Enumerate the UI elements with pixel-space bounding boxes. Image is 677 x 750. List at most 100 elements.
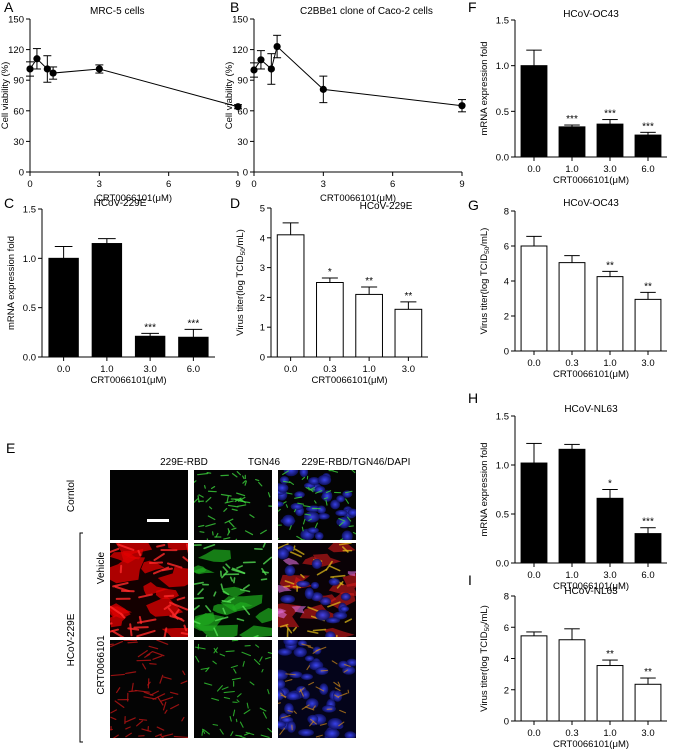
significance-label: *** [188, 318, 200, 329]
x-tick-label: 3.0 [402, 364, 415, 375]
y-axis-label-subscript: 50 [484, 246, 491, 254]
fiber [131, 682, 134, 692]
fiber [242, 480, 246, 484]
x-tick-label: 3.0 [144, 364, 157, 375]
panel-label: I [468, 572, 472, 588]
fiber [260, 578, 268, 581]
row-label-crt: CRT0066101 [96, 635, 107, 695]
fiber [233, 577, 236, 584]
micrograph-content [194, 543, 272, 637]
fiber [162, 701, 167, 711]
significance-label: *** [144, 322, 156, 333]
cell-body [198, 549, 232, 563]
fiber [149, 663, 157, 665]
fiber [279, 623, 289, 628]
fiber [228, 521, 235, 528]
fiber [319, 723, 327, 726]
y-tick-label: 150 [232, 15, 248, 26]
fiber [307, 486, 314, 493]
fiber [114, 585, 130, 593]
y-tick-label: 1 [260, 323, 265, 334]
fiber [213, 627, 219, 637]
x-axis-label: CRT0066101(μM) [553, 175, 629, 186]
fiber [298, 687, 305, 693]
group-bracket [79, 532, 83, 743]
fiber [169, 615, 183, 621]
fiber [205, 667, 210, 673]
fiber [246, 702, 249, 709]
fiber [278, 508, 281, 512]
y-axis-label-subscript: 50 [240, 248, 247, 256]
fiber [204, 682, 213, 686]
x-tick-label: 9 [459, 179, 464, 190]
cell-body [291, 606, 307, 614]
x-axis-label: CRT0066101(μM) [553, 581, 629, 592]
fiber [304, 706, 315, 711]
x-tick-label: 3.0 [641, 728, 654, 739]
fiber [293, 509, 297, 513]
fiber [176, 596, 186, 601]
fiber [110, 673, 125, 677]
cell-body [141, 560, 165, 574]
x-tick-label: 1.0 [565, 570, 578, 581]
fiber [222, 566, 229, 573]
nucleus [315, 609, 330, 621]
fiber [170, 704, 180, 710]
fiber [267, 727, 272, 733]
fiber [241, 651, 252, 657]
y-tick-label: 90 [237, 76, 248, 87]
cell-body [278, 585, 292, 593]
chart-title: HCoV-NL63 [564, 404, 618, 415]
y-axis-label-tail: /mL) [479, 228, 490, 247]
significance-label: ** [644, 281, 652, 292]
nucleus [282, 514, 295, 527]
x-tick-label: 0.0 [57, 364, 70, 375]
fiber [338, 692, 348, 698]
fiber [142, 663, 147, 670]
data-point [234, 103, 242, 111]
nucleus [319, 683, 329, 695]
fiber [236, 617, 245, 622]
nucleus [301, 689, 310, 700]
fiber [260, 734, 270, 738]
column-label-2: TGN46 [248, 457, 281, 468]
micrograph-crt-merge [278, 640, 356, 738]
x-tick-label: 0.3 [323, 364, 336, 375]
x-tick-label: 1.0 [565, 164, 578, 175]
x-tick-label: 0.0 [527, 358, 540, 369]
fiber [294, 548, 305, 555]
row-label-vehicle: Vehicle [96, 551, 107, 584]
fiber [117, 543, 135, 551]
scale-bar [147, 519, 169, 522]
fiber [305, 486, 310, 490]
panel-B: B C2BBe1 clone of Caco-2 cells03060901201… [224, 0, 466, 204]
panel-label: G [468, 197, 479, 213]
fiber [110, 643, 114, 646]
nucleus [294, 491, 305, 499]
fiber [259, 707, 267, 712]
x-tick-label: 3.0 [603, 164, 616, 175]
fiber [223, 696, 231, 700]
fiber [283, 501, 287, 504]
x-axis-label: CRT0066101(μM) [553, 739, 629, 750]
fiber [209, 506, 213, 510]
fiber [242, 660, 245, 667]
nucleus [278, 679, 286, 690]
data-point [26, 65, 34, 73]
y-tick-label: 0.5 [496, 510, 509, 521]
fiber [343, 669, 349, 673]
fiber [284, 580, 295, 585]
fiber [236, 492, 246, 497]
fiber [297, 502, 305, 505]
significance-label: ** [606, 260, 614, 271]
fiber [304, 513, 311, 516]
fiber [344, 618, 353, 623]
x-tick-label: 1.0 [603, 728, 616, 739]
fiber [220, 583, 224, 591]
fiber [161, 567, 173, 572]
fiber [338, 721, 345, 727]
y-tick-label: 0.5 [23, 303, 36, 314]
fiber [236, 565, 243, 569]
fiber [198, 494, 204, 498]
fiber [338, 517, 346, 522]
